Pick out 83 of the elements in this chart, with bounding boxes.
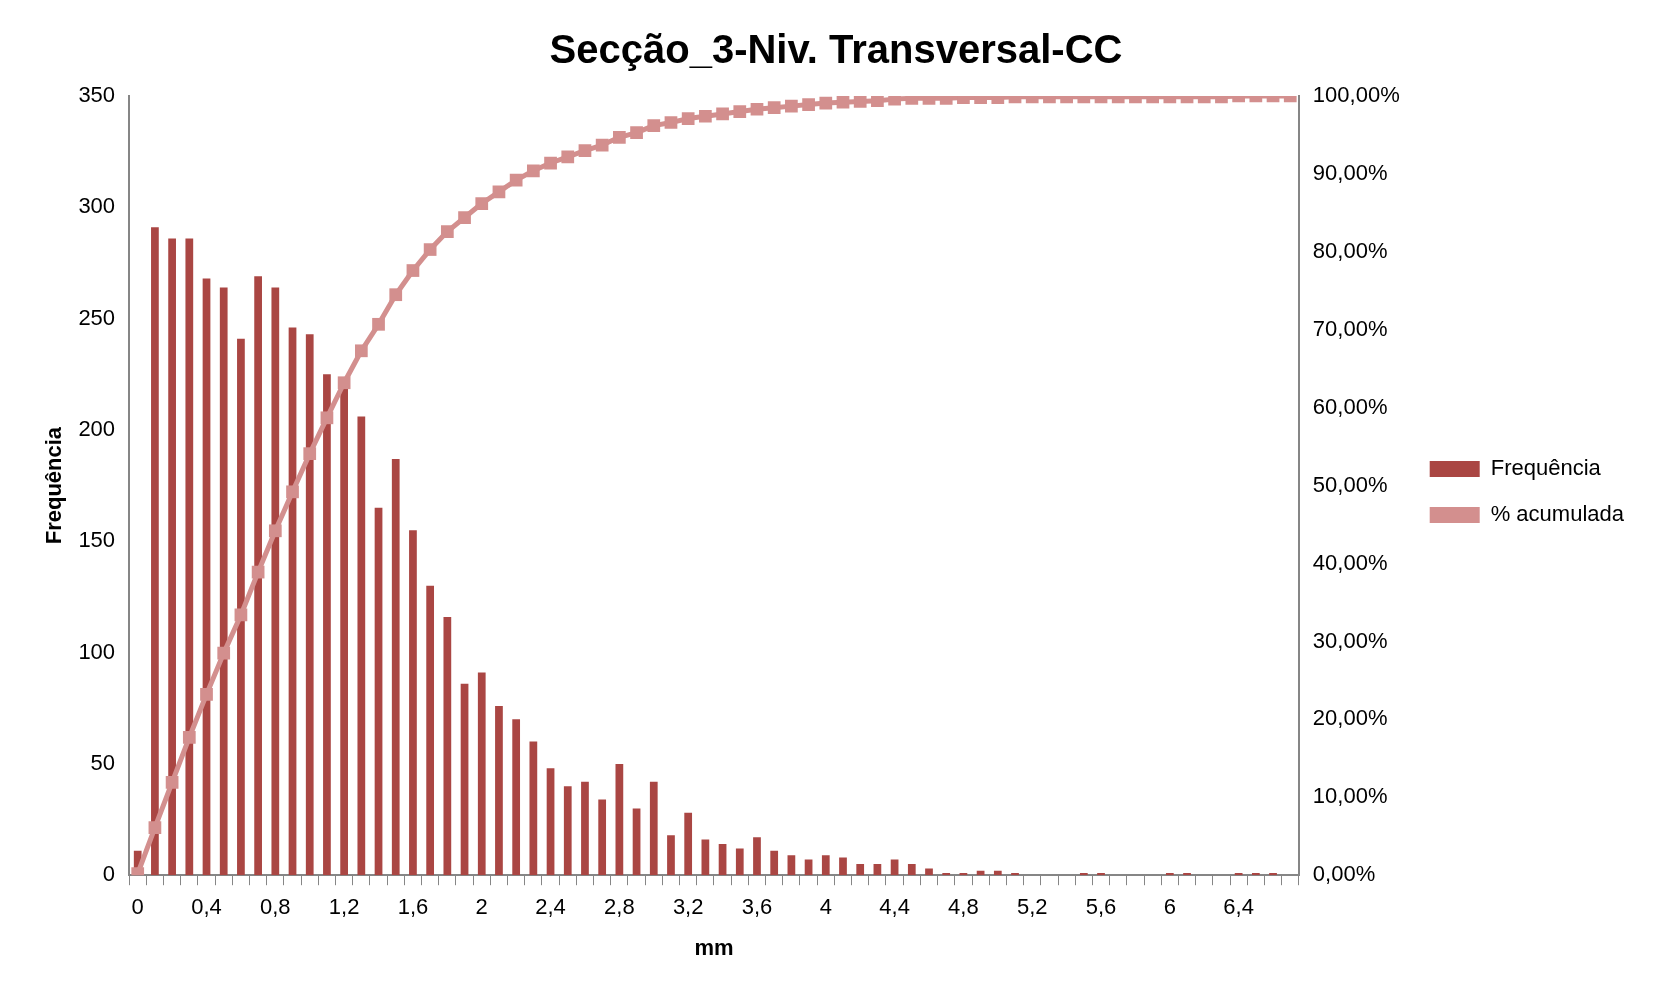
bar (477, 672, 486, 876)
bar (598, 799, 607, 876)
y2-tick-label: 0,00% (1312, 861, 1376, 887)
bar (839, 857, 847, 876)
bar (409, 530, 417, 876)
bar (460, 683, 469, 876)
y-tick-label: 250 (78, 304, 116, 330)
x-tick-label: 3,2 (672, 894, 704, 920)
y-tick-label: 0 (102, 861, 116, 887)
bar (907, 864, 916, 876)
bar (718, 844, 727, 876)
y2-tick-label: 90,00% (1312, 159, 1388, 185)
y-tick-label: 350 (78, 82, 116, 108)
bar (1269, 872, 1277, 876)
bar (787, 855, 796, 876)
bar (1165, 872, 1174, 876)
y-tick-label: 150 (78, 527, 116, 553)
bar (512, 719, 521, 876)
y-tick-label: 50 (90, 749, 116, 775)
y-tick-label: 100 (78, 638, 116, 664)
x-tick-label: 4,4 (879, 894, 910, 920)
bar (993, 870, 1002, 876)
bar (563, 786, 572, 876)
y2-tick-label: 50,00% (1312, 471, 1388, 497)
bar (581, 781, 589, 876)
bar (753, 837, 761, 876)
x-tick-label: 0 (131, 894, 144, 920)
bar (1097, 872, 1105, 876)
legend-label: Frequência (1490, 455, 1602, 481)
bar (1079, 872, 1088, 876)
y2-tick-label: 10,00% (1312, 783, 1388, 809)
x-tick-label: 5,6 (1085, 894, 1117, 920)
bar (873, 864, 882, 876)
x-tick-label: 1,6 (397, 894, 429, 920)
x-tick-label: 3,6 (741, 894, 773, 920)
y-axis-title: Frequência (41, 426, 67, 545)
bar (357, 416, 366, 876)
bar (374, 507, 383, 876)
x-tick-label: 4,8 (948, 894, 979, 920)
y2-tick-label: 20,00% (1312, 705, 1388, 731)
y-tick-label: 200 (78, 416, 116, 442)
x-tick-label: 0,4 (191, 894, 222, 920)
y-tick-label: 300 (78, 193, 116, 219)
bar (1251, 872, 1260, 876)
x-tick-label: 4 (819, 894, 832, 920)
y2-tick-label: 40,00% (1312, 549, 1388, 575)
x-tick-label: 2,8 (604, 894, 635, 920)
y2-tick-label: 30,00% (1312, 627, 1388, 653)
bar (684, 812, 693, 876)
y2-tick-label: 70,00% (1312, 315, 1388, 341)
y2-tick-label: 60,00% (1312, 393, 1388, 419)
x-tick-label: 6,4 (1223, 894, 1254, 920)
x-tick-label: 0,8 (260, 894, 291, 920)
bar (667, 835, 675, 876)
bar (426, 585, 435, 876)
bar (443, 616, 452, 876)
bar (821, 855, 830, 876)
bar (1011, 872, 1019, 876)
x-tick-label: 6 (1163, 894, 1176, 920)
bar (632, 808, 641, 876)
bar (925, 868, 933, 876)
bar (1234, 872, 1243, 876)
bar (495, 706, 503, 876)
bar (615, 763, 624, 876)
bar (271, 287, 280, 876)
y2-tick-label: 80,00% (1312, 237, 1388, 263)
bar (546, 768, 555, 876)
legend-label: % acumulada (1490, 501, 1625, 527)
x-tick-label: 2,4 (535, 894, 566, 920)
bar (942, 872, 951, 876)
bar (649, 781, 658, 876)
x-tick-label: 5,2 (1016, 894, 1048, 920)
x-tick-label: 1,2 (328, 894, 360, 920)
bar (770, 850, 779, 876)
y2-tick-label: 100,00% (1312, 82, 1400, 108)
bar (1183, 872, 1191, 876)
bar (391, 458, 400, 876)
bar (856, 864, 865, 876)
bar (735, 848, 744, 876)
bar (529, 741, 538, 876)
chart-title: Secção_3-Niv. Transversal-CC (549, 27, 1123, 72)
x-tick-label: 2 (475, 894, 488, 920)
x-axis-title: mm (694, 934, 734, 960)
